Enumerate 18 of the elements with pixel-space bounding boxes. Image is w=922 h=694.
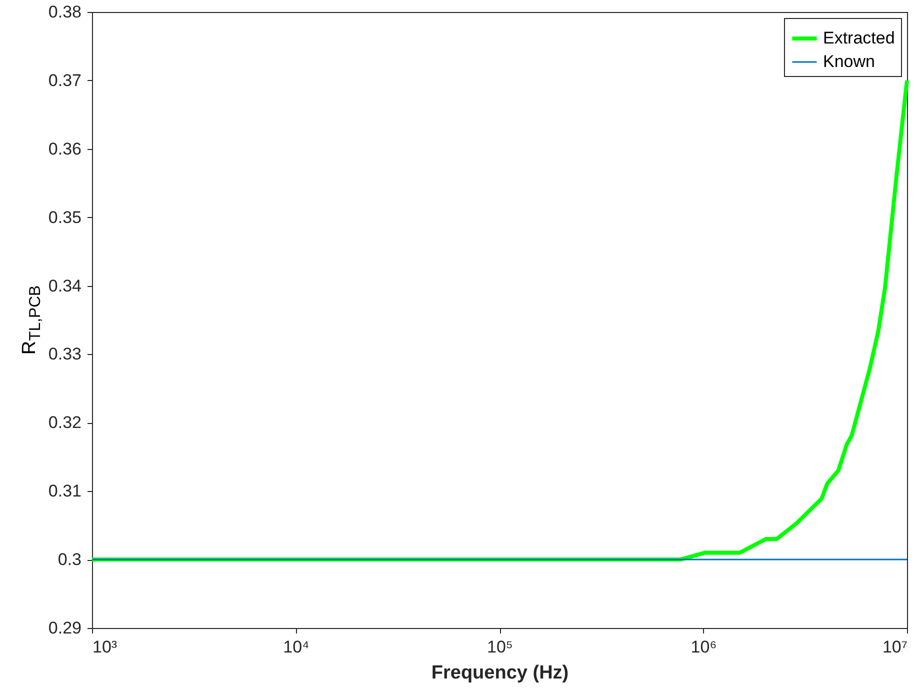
x-tick-label: 10⁵	[487, 638, 513, 656]
y-tick-label: 0.29	[48, 618, 82, 638]
y-tick-label: 0.35	[48, 208, 82, 227]
x-tick-label: 10⁶	[690, 638, 717, 656]
x-tick-label: 10³	[92, 638, 118, 656]
y-tick-label: 0.33	[48, 344, 82, 364]
y-tick-label: 0.38	[48, 2, 82, 22]
y-tick-label: 0.32	[48, 413, 82, 432]
y-tick-label: 0.34	[48, 276, 82, 296]
y-tick-label: 0.31	[48, 482, 82, 501]
x-tick-label: 10⁴	[283, 638, 310, 656]
y-tick-label: 0.37	[48, 70, 82, 90]
legend-label: Known	[823, 52, 875, 71]
legend-label: Extracted	[823, 28, 895, 48]
y-tick-label: 0.3	[58, 550, 82, 570]
y-tick-label: 0.36	[48, 139, 82, 158]
x-tick-label: 10⁷	[882, 638, 908, 656]
x-axis-title: Frequency (Hz)	[431, 662, 569, 684]
